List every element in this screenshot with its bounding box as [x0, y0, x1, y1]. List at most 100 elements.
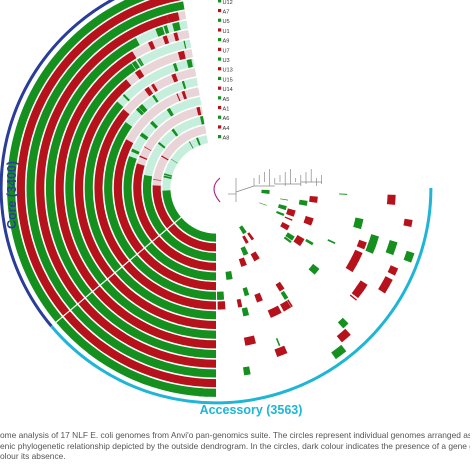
ring-accessory-block: [166, 107, 174, 117]
ring-accessory-block: [267, 305, 282, 318]
genome-ring-U1: [55, 30, 367, 349]
genome-label-A1: A1: [223, 106, 230, 112]
ring-accessory-block: [217, 301, 226, 310]
genome-ring-U5: [45, 20, 380, 359]
ring-gap: [139, 88, 151, 100]
ring-accessory-block: [186, 59, 193, 68]
genome-ring-U14: [113, 87, 318, 291]
genome-ring-A7: [36, 10, 396, 368]
ring-accessory-block: [403, 218, 413, 227]
ring-accessory-block: [242, 366, 251, 376]
ring-accessory-block: [259, 202, 267, 206]
genome-swatch-U5: [218, 18, 222, 22]
ring-accessory-block: [280, 198, 289, 201]
accessory-label: Accessory (3563): [200, 403, 303, 417]
ring-accessory-block: [171, 73, 179, 83]
ring-accessory-block: [163, 25, 170, 34]
ring-accessory-block: [242, 287, 250, 297]
genome-label-A7: A7: [223, 9, 230, 15]
ring-accessory-block: [353, 217, 364, 230]
genome-rings: [7, 0, 415, 397]
ring-accessory-block: [123, 324, 139, 338]
ring-accessory-block: [336, 328, 351, 343]
ring-accessory-block: [111, 327, 126, 341]
ring-accessory-block: [157, 141, 166, 149]
ring-accessory-block: [153, 179, 162, 181]
genome-swatch-U7: [218, 47, 222, 51]
ring-accessory-block: [148, 271, 160, 282]
ring-accessory-block: [167, 248, 177, 259]
ring-core-ext: [75, 79, 132, 279]
ring-accessory-block: [180, 286, 185, 295]
ring-accessory-block: [356, 239, 367, 250]
ring-accessory-block: [242, 235, 249, 244]
genome-ring-A4: [152, 125, 255, 252]
ring-accessory-block: [151, 317, 166, 330]
ring-accessory-block: [351, 249, 363, 262]
genome-ring-U13: [94, 68, 285, 310]
ring-core-ext: [16, 0, 182, 317]
ring-core-A4: [167, 223, 216, 252]
ring-accessory-block: [280, 290, 289, 300]
genome-swatch-U3: [218, 57, 222, 61]
ring-accessory-block: [170, 12, 180, 22]
genome-swatch-U12: [218, 0, 222, 3]
ring-accessory-block: [173, 32, 177, 42]
ring-accessory-block: [175, 325, 185, 336]
ring-accessory-block: [308, 263, 320, 275]
genome-label-U5: U5: [223, 19, 230, 25]
ring-accessory-block: [138, 103, 148, 113]
ring-accessory-block: [386, 194, 396, 205]
ring-accessory-block: [163, 175, 172, 179]
genome-ring-A3: [16, 0, 413, 388]
ring-accessory-block: [279, 300, 292, 312]
ring-core-ext: [7, 0, 146, 323]
genome-swatch-A8: [218, 135, 222, 139]
ring-accessory-block: [309, 195, 318, 203]
ring-core-ext: [152, 185, 174, 229]
ring-accessory-block: [120, 298, 128, 306]
ring-accessory-block: [387, 265, 399, 276]
ring-accessory-block: [275, 337, 281, 347]
ring-core-ext: [113, 139, 144, 254]
ring-core-U1: [93, 285, 216, 349]
ring-accessory-block: [134, 69, 145, 80]
ring-accessory-block: [228, 271, 231, 280]
ring-accessory-block: [403, 250, 415, 263]
core-label: Core (3400): [5, 161, 19, 229]
ring-core-ext: [26, 1, 185, 310]
ring-accessory-block: [99, 292, 112, 305]
genome-swatch-U14: [218, 86, 222, 90]
ring-accessory-block: [276, 210, 285, 217]
ring-accessory-block: [241, 307, 250, 317]
ring-accessory-block: [243, 335, 256, 346]
ring-accessory-block: [87, 346, 105, 362]
ring-accessory-block: [240, 246, 249, 256]
ring-core-U13: [122, 260, 216, 310]
ring-accessory-block: [304, 216, 314, 225]
ring-core-U15: [130, 254, 216, 300]
ring-accessory-block: [131, 317, 147, 331]
ring-accessory-block: [365, 241, 377, 254]
genome-swatch-A6: [218, 115, 222, 119]
ring-accessory-block: [298, 199, 308, 206]
ring-accessory-block: [90, 296, 106, 313]
genome-ring-U15: [104, 77, 314, 300]
ring-core-ext: [133, 163, 159, 242]
ring-accessory-block: [96, 341, 110, 354]
ring-core-U12: [70, 304, 216, 378]
genome-swatch-U15: [218, 76, 222, 81]
genome-ring-U8: [7, 0, 415, 397]
ring-accessory-block: [163, 173, 173, 177]
ring-accessory-block: [199, 116, 204, 125]
ring-core-ext: [162, 190, 182, 223]
ring-accessory-block: [131, 60, 140, 70]
ring-accessory-block: [177, 50, 186, 61]
ring-accessory-block: [192, 348, 204, 358]
ring-accessory-block: [378, 276, 393, 294]
ring-accessory-block: [201, 232, 206, 241]
ring-core-U3: [115, 267, 216, 320]
genome-label-U12: U12: [223, 0, 233, 6]
ring-accessory-block: [283, 236, 292, 244]
genome-ring-A1: [133, 106, 296, 271]
